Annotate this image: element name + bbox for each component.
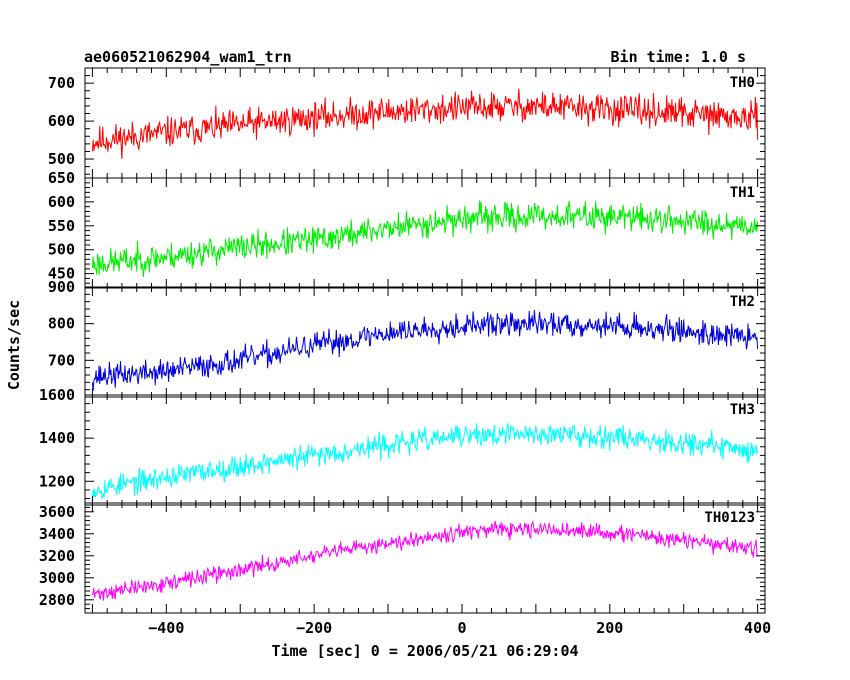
panel-th2: 700 800 900 TH2 [48, 278, 766, 398]
panel-label-th0123: TH0123 [704, 510, 755, 526]
x-tick-label: −400 [148, 619, 184, 637]
panel-label-th3: TH3 [730, 402, 755, 418]
y-tick-label: 1400 [39, 429, 75, 447]
y-tick-label: 600 [48, 193, 75, 211]
panel-th1: 450 500 550 600 650 TH1 [48, 169, 766, 289]
panel-th0123: 2800 3000 3200 3400 3600 TH0123 [39, 502, 766, 614]
panel-th3: 1200 1400 1600 TH3 [39, 386, 766, 506]
y-tick-label: 3400 [39, 525, 75, 543]
y-tick-label: 800 [48, 315, 75, 333]
y-tick-label: 500 [48, 150, 75, 168]
chart-title: ae060521062904_wam1_trn [84, 48, 292, 66]
panel-frame [84, 502, 766, 614]
y-tick-label: 3000 [39, 569, 75, 587]
y-tick-label: 550 [48, 217, 75, 235]
series-line-th2 [91, 309, 759, 391]
x-tick-label: 400 [744, 619, 771, 637]
y-tick-label: 500 [48, 241, 75, 259]
panel-label-th1: TH1 [730, 185, 755, 201]
panel-frame [84, 67, 766, 179]
x-axis-title: Time [sec] 0 = 2006/05/21 06:29:04 [271, 642, 578, 660]
panel-frame [84, 177, 766, 289]
series-line-th0123 [91, 520, 759, 601]
y-axis-title: Counts/sec [5, 300, 23, 390]
panel-label-th2: TH2 [730, 294, 755, 310]
y-tick-label: 450 [48, 265, 75, 283]
panel-frame [84, 286, 766, 398]
panel-th0: 500 600 700 TH0 [48, 67, 766, 179]
panels-group: 500 600 700 TH0 450 500 550 600 650 TH1 700 800 900 T… [39, 67, 766, 614]
y-tick-label: 650 [48, 169, 75, 187]
x-tick-label: −200 [296, 619, 332, 637]
series-line-th1 [91, 200, 759, 277]
panel-frame [84, 394, 766, 506]
y-tick-label: 1600 [39, 386, 75, 404]
x-tick-label: 0 [457, 619, 466, 637]
y-tick-label: 3600 [39, 503, 75, 521]
y-tick-label: 2800 [39, 591, 75, 609]
y-tick-label: 3200 [39, 547, 75, 565]
y-tick-label: 600 [48, 112, 75, 130]
y-tick-label: 700 [48, 351, 75, 369]
y-tick-label: 700 [48, 74, 75, 92]
y-tick-label: 900 [48, 278, 75, 296]
x-axis: −400 −200 0 200 400 [148, 619, 771, 637]
panel-label-th0: TH0 [730, 75, 755, 91]
bin-time-label: Bin time: 1.0 s [611, 48, 746, 66]
y-tick-label: 1200 [39, 472, 75, 490]
series-line-th0 [91, 88, 759, 159]
x-tick-label: 200 [596, 619, 623, 637]
series-line-th3 [91, 423, 759, 502]
